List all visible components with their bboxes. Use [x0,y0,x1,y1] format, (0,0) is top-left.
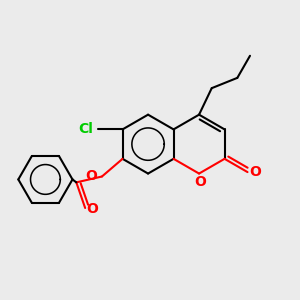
Text: O: O [87,202,98,217]
Text: O: O [249,165,261,179]
Text: O: O [195,175,206,189]
Text: O: O [85,169,97,183]
Text: Cl: Cl [78,122,93,136]
